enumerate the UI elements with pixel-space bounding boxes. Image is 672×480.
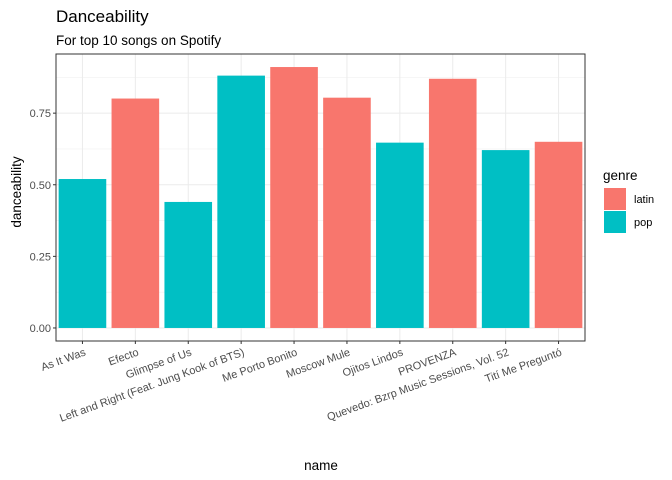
legend: genre latin pop — [603, 168, 654, 233]
x-tick-label: As It Was — [40, 346, 88, 373]
bar — [323, 97, 371, 328]
x-tick-label: Quevedo: Bzrp Music Sessions, Vol. 52 — [326, 347, 511, 424]
bar — [58, 179, 107, 328]
legend-key-pop — [604, 211, 626, 233]
y-tick-label: 0.50 — [30, 180, 51, 192]
y-tick-label: 0.25 — [30, 251, 51, 263]
bar — [217, 75, 265, 328]
y-tick-label: 0.75 — [30, 108, 51, 120]
y-axis-ticks: 0.00 0.25 0.50 0.75 — [30, 108, 56, 335]
legend-title: genre — [603, 168, 638, 183]
x-tick-label: Ojitos Lindos — [341, 346, 405, 379]
bar — [428, 78, 477, 328]
y-tick-label: 0.00 — [30, 323, 51, 335]
chart-title: Danceability — [56, 7, 149, 26]
bar — [111, 98, 160, 328]
bar — [270, 67, 318, 328]
chart-subtitle: For top 10 songs on Spotify — [56, 33, 221, 48]
legend-key-latin — [604, 188, 626, 210]
legend-label-latin: latin — [634, 194, 654, 206]
plot-panel — [55, 53, 586, 342]
panel-border — [55, 53, 586, 342]
x-axis-title: name — [304, 458, 338, 473]
bar — [376, 142, 424, 328]
legend-label-pop: pop — [634, 217, 652, 229]
bar — [481, 150, 530, 328]
y-axis-title: danceability — [9, 156, 24, 228]
bar — [164, 201, 213, 328]
x-tick-label: Left and Right (Feat. Jung Kook of BTS) — [58, 347, 246, 425]
bar — [534, 141, 583, 328]
